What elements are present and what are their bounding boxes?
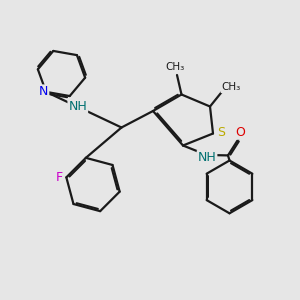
Text: S: S — [218, 125, 225, 139]
Text: N: N — [39, 85, 48, 98]
Text: NH: NH — [68, 100, 87, 113]
Text: NH: NH — [198, 151, 216, 164]
Text: CH₃: CH₃ — [221, 82, 241, 92]
Text: F: F — [56, 171, 63, 184]
Text: CH₃: CH₃ — [166, 61, 185, 72]
Text: O: O — [235, 126, 245, 139]
